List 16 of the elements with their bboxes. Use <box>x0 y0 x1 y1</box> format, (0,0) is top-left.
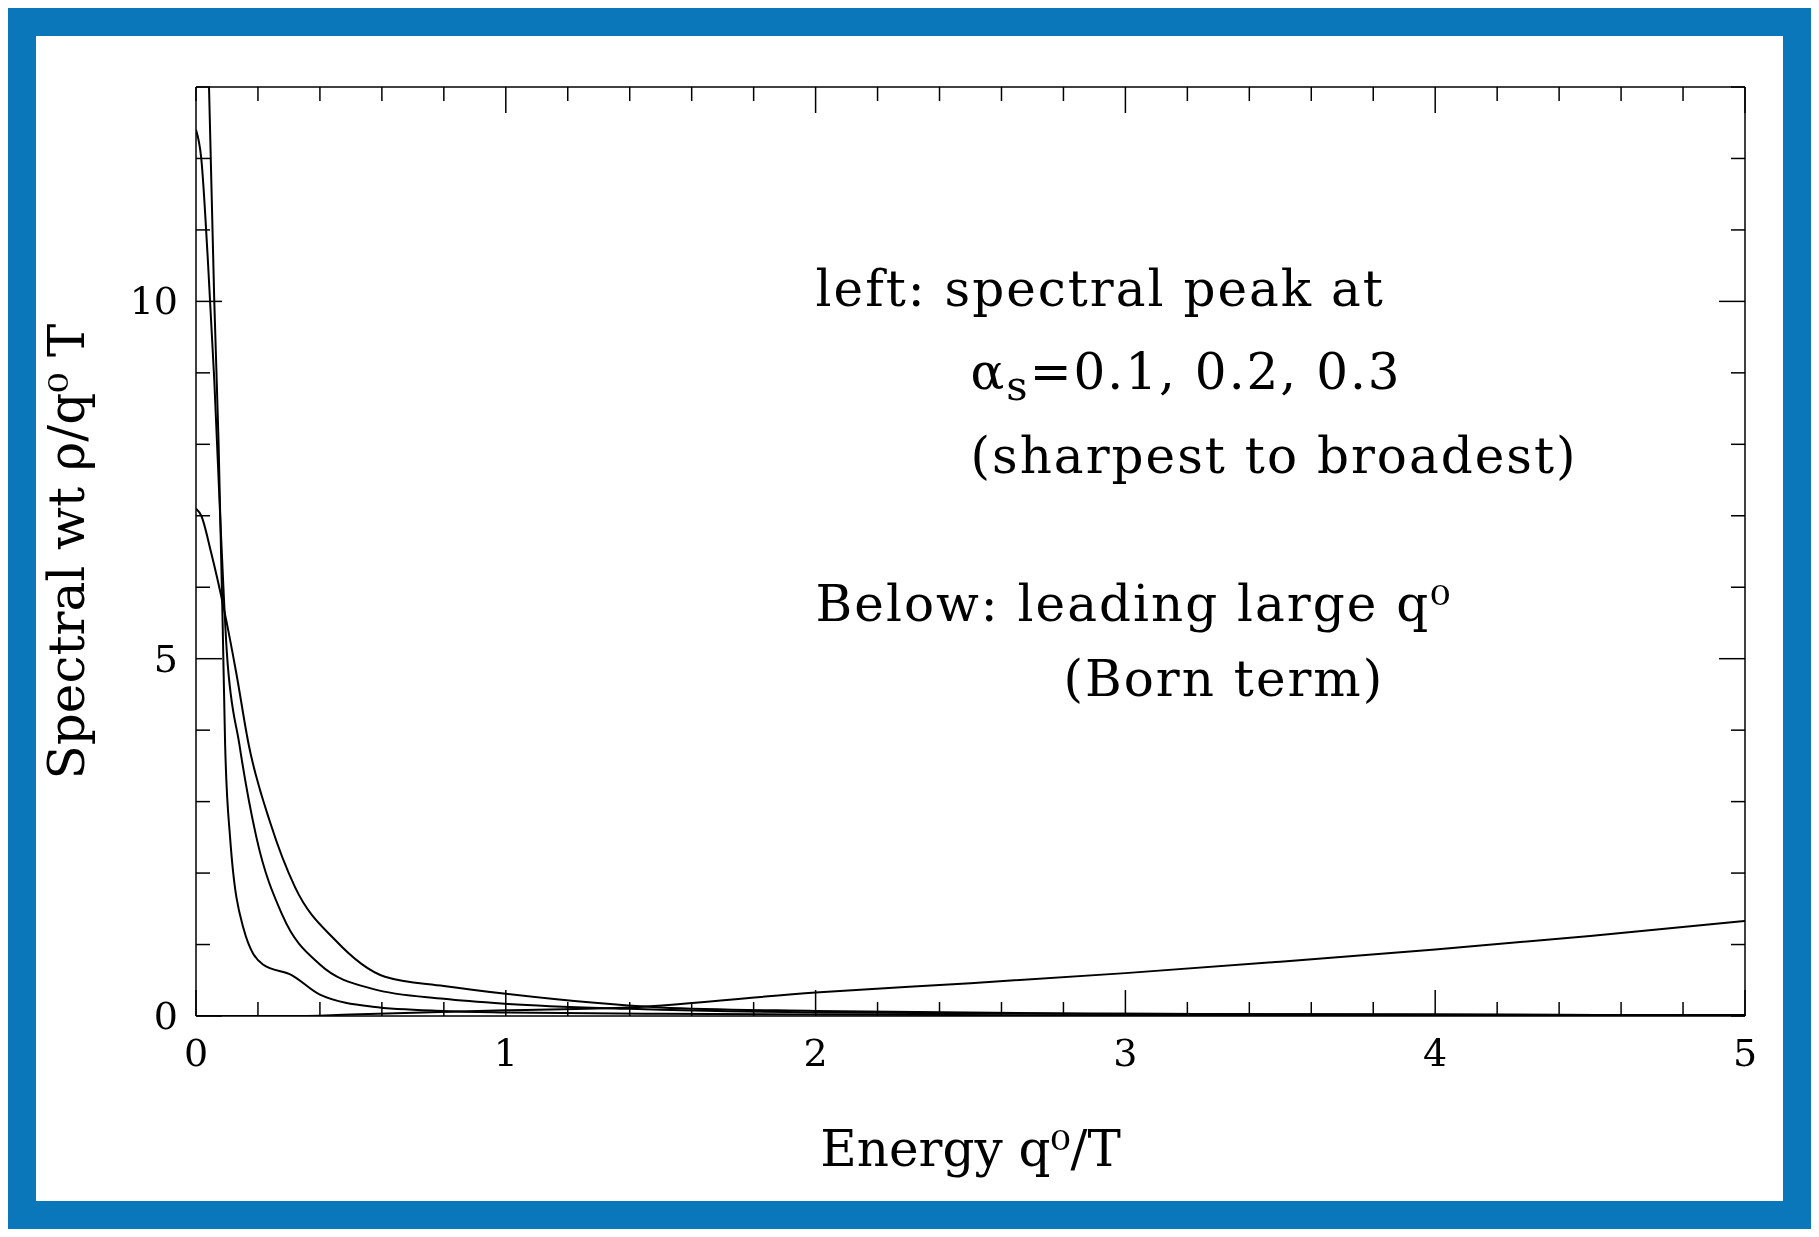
annotation: (Born term) <box>1063 649 1385 708</box>
annotation: Below: leading large q⁰ <box>815 575 1453 634</box>
y-tick-label: 5 <box>153 636 178 681</box>
annotation: (sharpest to broadest) <box>970 426 1578 485</box>
annotation: left: spectral peak at <box>815 259 1385 318</box>
x-axis-title: Energy q⁰/T <box>820 1120 1121 1178</box>
x-tick-label: 1 <box>493 1031 518 1075</box>
y-tick-label: 10 <box>129 279 178 324</box>
y-axis-title: Spectral wt ρ/q⁰ T <box>37 323 96 780</box>
x-tick-label: 2 <box>803 1031 828 1075</box>
x-tick-label: 0 <box>183 1031 209 1075</box>
x-tick-label: 3 <box>1113 1031 1138 1075</box>
annotation: α$_{s}$=0.1, 0.2, 0.3 <box>970 343 1402 411</box>
y-tick-label: 0 <box>153 994 178 1038</box>
x-tick-label: 5 <box>1732 1031 1758 1075</box>
x-tick-label: 4 <box>1423 1031 1448 1075</box>
